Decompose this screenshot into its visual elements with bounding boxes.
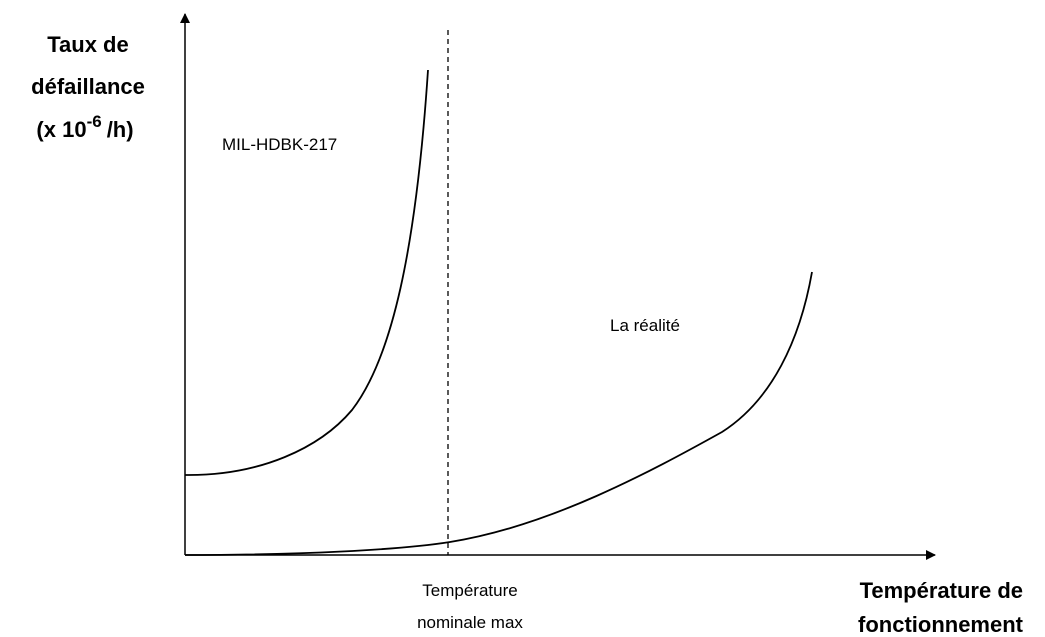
curve-label: La réalité	[610, 316, 680, 335]
marker-label-line: Température	[422, 581, 517, 600]
curve-mil-hdbk	[184, 69, 429, 476]
unit-suffix: /h)	[107, 117, 134, 142]
curve-label: MIL-HDBK-217	[222, 135, 337, 154]
unit-prefix: (x 10	[36, 117, 86, 142]
x-axis-label-line: Température de	[860, 578, 1023, 603]
y-axis-unit: (x 10-6/h)	[36, 112, 133, 142]
unit-exponent: -6	[87, 112, 102, 131]
y-axis-label-line: défaillance	[31, 74, 145, 99]
x-axis-label-line: fonctionnement	[858, 612, 1024, 637]
y-axis-label-line: Taux de	[47, 32, 129, 57]
marker-label-line: nominale max	[417, 613, 523, 632]
curve-reality	[184, 271, 813, 556]
